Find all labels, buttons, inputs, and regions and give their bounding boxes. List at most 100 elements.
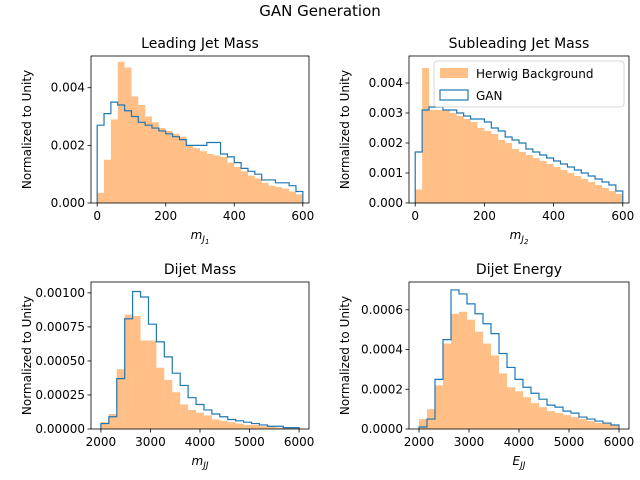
histogram-bar (193, 148, 200, 203)
histogram-bar (571, 417, 579, 429)
histogram-bar (283, 427, 292, 429)
legend-label-background: Herwig Background (476, 67, 594, 81)
histogram-bar (211, 419, 220, 429)
y-tick-label: 0.0000 (361, 422, 403, 436)
subplot-2: Subleading Jet Mass 0 200 400 600 0.000 0.001 0… (338, 36, 634, 246)
y-tick-label: 0.00100 (35, 286, 85, 300)
histogram-bar (595, 423, 603, 429)
histogram-bar (615, 194, 623, 203)
histogram-bar (456, 116, 464, 203)
histogram-bar (220, 156, 228, 203)
y-tick-label: 0.0006 (361, 303, 403, 317)
x-tick-label: 200 (154, 209, 177, 223)
subplot-1: Leading Jet Mass 0 200 400 600 0.000 0.002 0.00… (20, 36, 314, 246)
histogram-bar (588, 182, 596, 203)
subplot-title: Leading Jet Mass (141, 36, 259, 52)
histogram-bar (203, 415, 212, 429)
x-axis-label: EJJ (513, 454, 526, 471)
histogram-bar (422, 68, 430, 203)
histogram-bar (531, 403, 539, 429)
histogram-bar (505, 143, 513, 203)
y-tick-label: 0.000 (51, 196, 85, 210)
histogram-bar (519, 152, 526, 203)
y-tick-label: 0.000 (369, 196, 403, 210)
axes-frame (90, 55, 310, 204)
histogram-bar (415, 189, 423, 203)
background-histogram (100, 314, 300, 429)
histogram-bar (289, 191, 296, 203)
histogram-bar (110, 119, 118, 203)
histogram-bar (443, 343, 451, 429)
histogram-bar (602, 188, 609, 203)
histogram-bar (419, 419, 427, 429)
histogram-bar (97, 192, 105, 203)
histogram-bar (235, 423, 244, 429)
histogram-bar (491, 134, 499, 203)
histogram-bar (515, 391, 523, 429)
x-axis-label: mJJ (191, 454, 208, 471)
subplot-4: Dijet Energy 2000 3000 4000 5000 6000 0.0000 0.… (338, 262, 634, 471)
histogram-bar (138, 105, 146, 203)
histogram-bar (131, 96, 139, 203)
histogram-bar (254, 178, 262, 203)
legend: Herwig Background GAN (433, 60, 625, 108)
gan-step-histogram (418, 289, 620, 429)
background-histogram (419, 311, 619, 429)
histogram-bar (611, 425, 619, 429)
background-histogram (97, 61, 303, 203)
histogram-bar (116, 369, 125, 429)
histogram-bar (477, 128, 485, 203)
histogram-bar (467, 319, 475, 429)
y-tick-label: 0.00075 (35, 320, 85, 334)
histogram-bar (507, 387, 515, 429)
x-tick-label: 600 (291, 209, 314, 223)
subplot-title: Dijet Energy (476, 262, 562, 278)
histogram-bar (459, 311, 467, 429)
x-tick-label: 6000 (284, 435, 315, 449)
axes-frame (408, 55, 630, 204)
histogram-bar (188, 409, 197, 429)
y-tick-label: 0.001 (369, 166, 403, 180)
histogram-bar (475, 331, 483, 429)
histogram-bar (512, 149, 519, 203)
y-tick-label: 0.002 (51, 138, 85, 152)
y-tick-label: 0.004 (369, 76, 403, 90)
histogram-bar (165, 130, 173, 203)
x-tick-label: 4000 (185, 435, 216, 449)
y-axis-label: Normalized to Unity (20, 70, 34, 189)
histogram-bar (140, 340, 149, 429)
y-tick-label: 0.00050 (35, 354, 85, 368)
legend-swatch-background (440, 68, 468, 78)
x-tick-label: 4000 (504, 435, 535, 449)
y-axis-label: Normalized to Unity (338, 296, 352, 415)
histogram-bar (282, 188, 290, 203)
subplots-grid: Leading Jet Mass 0 200 400 600 0.000 0.002 0.00… (20, 36, 634, 471)
y-tick-label: 0.002 (369, 136, 403, 150)
histogram-bar (132, 316, 141, 429)
histogram-bar (491, 355, 499, 429)
legend-label-gan: GAN (476, 89, 502, 103)
y-axis-label: Normalized to Unity (338, 70, 352, 189)
histogram-bar (117, 61, 125, 203)
histogram-bar (560, 170, 568, 203)
histogram-bar (241, 171, 248, 203)
histogram-bar (200, 151, 207, 203)
histogram-bar (179, 136, 187, 203)
x-tick-label: 400 (223, 209, 246, 223)
figure-suptitle: GAN Generation (259, 2, 381, 20)
histogram-bar (227, 162, 235, 203)
y-tick-label: 0.0004 (361, 343, 403, 357)
histogram-bar (124, 314, 133, 429)
histogram-bar (451, 313, 459, 429)
histogram-bar (227, 422, 236, 429)
x-tick-label: 5000 (234, 435, 265, 449)
x-tick-label: 600 (611, 209, 634, 223)
histogram-bar (275, 427, 284, 429)
x-tick-label: 2000 (86, 435, 117, 449)
histogram-bar (261, 182, 269, 203)
subplot-3: Dijet Mass 2000 3000 4000 5000 6000 0.00000 0.0… (20, 262, 314, 471)
histogram-bar (555, 413, 563, 429)
histogram-bar (563, 415, 571, 429)
histogram-bar (275, 187, 283, 203)
